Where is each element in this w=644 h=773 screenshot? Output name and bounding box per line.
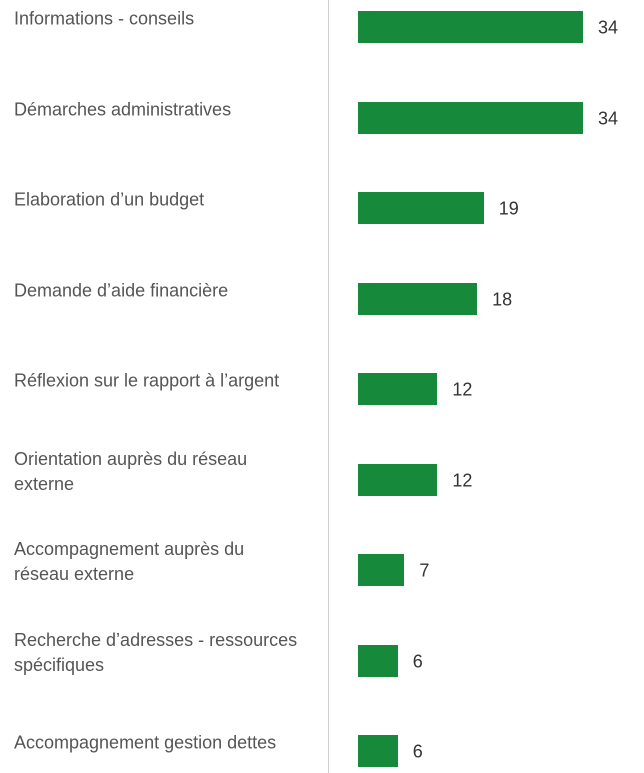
value-label: 6 <box>412 741 423 762</box>
bar <box>358 192 484 224</box>
value-label: 12 <box>452 470 473 490</box>
category-label: Démarches administratives <box>14 99 232 119</box>
bar <box>358 644 398 677</box>
category-label: Orientation auprès du réseau externe <box>14 448 248 494</box>
value-label: 34 <box>598 108 619 128</box>
bar <box>358 554 405 586</box>
bar <box>358 101 583 134</box>
category-label: Elaboration d’un budget <box>14 189 205 210</box>
category-axis-line <box>328 0 329 773</box>
value-label: 18 <box>492 289 513 309</box>
bar <box>358 11 583 43</box>
bar <box>358 735 398 767</box>
category-label: Recherche d’adresses - ressources spécif… <box>14 629 298 675</box>
value-label: 7 <box>419 560 430 581</box>
bar <box>358 373 438 405</box>
category-label: Accompagnement auprès du réseau externe <box>14 539 245 584</box>
value-label: 12 <box>452 379 473 400</box>
bar <box>358 282 478 315</box>
value-label: 19 <box>498 198 519 219</box>
category-label: Accompagnement gestion dettes <box>14 732 277 753</box>
value-label: 34 <box>598 17 619 38</box>
value-label: 6 <box>412 651 423 671</box>
category-label: Réflexion sur le rapport à l’argent <box>14 370 280 391</box>
bar <box>358 463 438 496</box>
category-label: Demande d’aide financière <box>14 280 229 300</box>
category-label: Informations - conseils <box>14 8 195 29</box>
